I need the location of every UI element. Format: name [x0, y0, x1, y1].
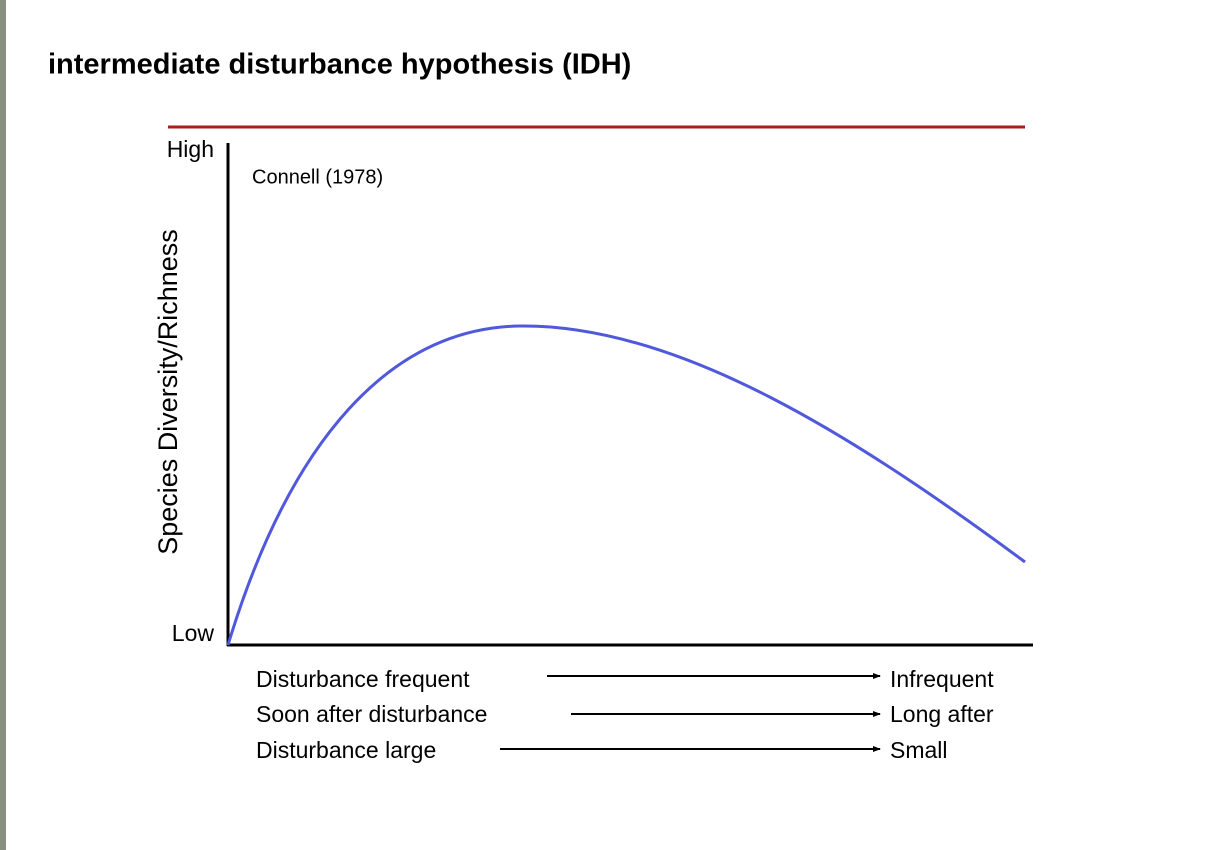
y-low-label: Low: [172, 620, 215, 646]
gradient-right: Infrequent: [890, 666, 994, 692]
gradient-left: Disturbance large: [256, 737, 436, 763]
gradient-right: Long after: [890, 701, 994, 727]
gradient-left: Disturbance frequent: [256, 666, 470, 692]
annotation: Connell (1978): [252, 166, 383, 188]
photo-strip: [0, 0, 6, 850]
y-axis-title: Species Diversity/Richness: [153, 229, 183, 555]
gradient-left: Soon after disturbance: [256, 701, 487, 727]
slide-title: intermediate disturbance hypothesis (IDH…: [48, 49, 631, 81]
curve: [226, 324, 1026, 646]
y-high-label: High: [167, 136, 214, 162]
gradient-right: Small: [890, 737, 948, 763]
